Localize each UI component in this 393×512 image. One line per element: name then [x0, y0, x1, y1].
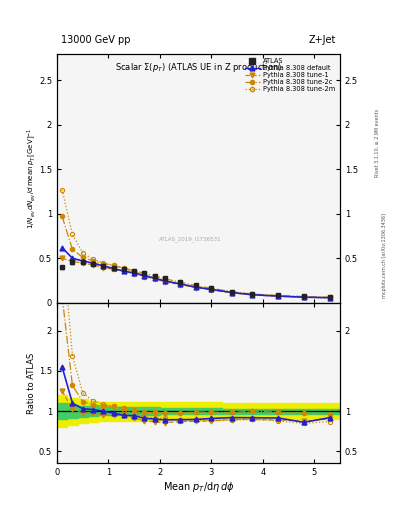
- Text: 13000 GeV pp: 13000 GeV pp: [61, 35, 130, 45]
- Legend: ATLAS, Pythia 8.308 default, Pythia 8.308 tune-1, Pythia 8.308 tune-2c, Pythia 8: ATLAS, Pythia 8.308 default, Pythia 8.30…: [244, 57, 337, 94]
- X-axis label: Mean $p_T$/d$\eta\,d\phi$: Mean $p_T$/d$\eta\,d\phi$: [163, 480, 234, 494]
- Y-axis label: Ratio to ATLAS: Ratio to ATLAS: [27, 352, 36, 414]
- Text: mcplots.cern.ch [arXiv:1306.3436]: mcplots.cern.ch [arXiv:1306.3436]: [382, 214, 387, 298]
- Text: Rivet 3.1.10, ≥ 2.9M events: Rivet 3.1.10, ≥ 2.9M events: [375, 109, 380, 178]
- Text: ATLAS_2019_I1736531: ATLAS_2019_I1736531: [159, 237, 221, 242]
- Text: Z+Jet: Z+Jet: [309, 35, 336, 45]
- Text: Scalar $\Sigma(p_T)$ (ATLAS UE in Z production): Scalar $\Sigma(p_T)$ (ATLAS UE in Z prod…: [115, 61, 282, 74]
- Y-axis label: $1/N_{ev}\,dN_{ev}/d\,\mathrm{mean}\,p_T\,[\mathrm{GeV}]^{-1}$: $1/N_{ev}\,dN_{ev}/d\,\mathrm{mean}\,p_T…: [25, 127, 38, 229]
